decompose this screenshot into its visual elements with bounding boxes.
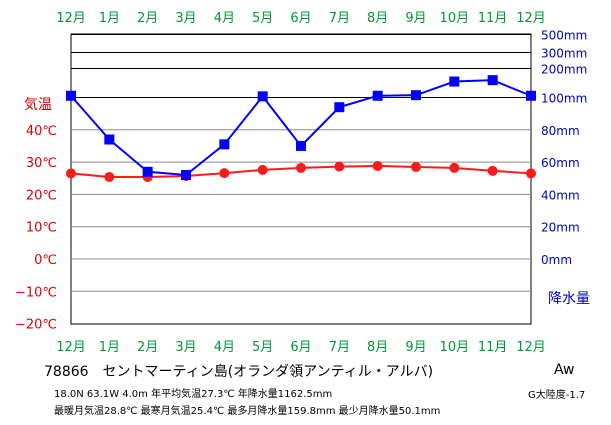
month-label-top: 2月 (137, 11, 158, 26)
temp-tick-label: −10℃ (15, 285, 57, 300)
precip-tick-label: 20mm (541, 221, 580, 235)
month-label-bottom: 4月 (214, 340, 235, 355)
precip-tick-label: 80mm (541, 124, 580, 138)
precip-point (66, 90, 76, 101)
precip-tick-label: 300mm (541, 47, 587, 61)
month-label-top: 7月 (329, 11, 350, 26)
precip-point (334, 102, 345, 113)
month-label-top: 4月 (214, 11, 235, 26)
month-label-bottom: 1月 (99, 340, 120, 355)
precip-point (411, 90, 421, 101)
month-label-bottom: 5月 (252, 340, 273, 355)
month-label-bottom: 11月 (478, 340, 508, 355)
temp-point (66, 168, 76, 179)
month-label-top: 9月 (405, 11, 426, 26)
grid (70, 33, 532, 325)
temp-point (411, 161, 421, 172)
precip-point (257, 91, 268, 102)
precip-point (526, 90, 536, 101)
precip-tick-label: 0mm (541, 253, 572, 267)
precip-tick-label: 500mm (541, 29, 587, 43)
precip-tick-label: 60mm (541, 156, 580, 170)
month-label-top: 1月 (99, 11, 120, 26)
precip-tick-label: 40mm (541, 188, 580, 202)
temp-tick-label: −20℃ (15, 318, 57, 333)
temp-tick-label: 10℃ (26, 221, 57, 236)
precip-point (142, 166, 153, 177)
month-label-bottom: 2月 (137, 340, 158, 355)
month-label-bottom: 10月 (440, 340, 470, 355)
month-label-top: 12月 (516, 11, 546, 26)
precip-point (449, 76, 460, 87)
precip-axis-title: 降水量 (548, 291, 590, 307)
month-label-bottom: 12月 (56, 340, 86, 355)
temp-tick-label: 0℃ (34, 253, 57, 268)
temp-point (449, 162, 460, 173)
month-label-bottom: 6月 (290, 340, 311, 355)
temp-point (372, 160, 383, 171)
temp-tick-label: 30℃ (26, 156, 57, 171)
month-label-top: 10月 (440, 11, 470, 26)
temp-point (219, 168, 230, 179)
precip-tick-label: 100mm (541, 92, 587, 106)
temp-tick-label: 20℃ (26, 188, 57, 203)
temp-point (334, 161, 345, 172)
precip-point (181, 170, 191, 181)
precip-point (104, 134, 115, 145)
precip-point (296, 140, 306, 151)
month-label-top: 11月 (478, 11, 508, 26)
month-label-bottom: 7月 (329, 340, 350, 355)
plot-marks (66, 75, 536, 182)
axis-labels: 12月 12月 1月 1月 2月 2月 3月 3月 4月 4月 5月 5月 6月 6月 7月 7月 8月 8月 9月… (15, 11, 590, 355)
temp-point (487, 165, 498, 176)
temp-point (257, 164, 268, 175)
month-label-top: 6月 (290, 11, 311, 26)
temp-point (526, 168, 536, 179)
precip-point (219, 139, 230, 150)
temp-point (104, 171, 115, 182)
month-label-bottom: 8月 (367, 340, 388, 355)
temp-point (296, 162, 306, 173)
month-label-bottom: 12月 (516, 340, 546, 355)
month-label-top: 3月 (175, 11, 196, 26)
month-label-top: 8月 (367, 11, 388, 26)
month-label-top: 5月 (252, 11, 273, 26)
month-label-top: 12月 (56, 11, 86, 26)
temp-axis-title: 気温 (24, 97, 52, 113)
plot-frame (70, 33, 532, 325)
month-label-bottom: 3月 (175, 340, 196, 355)
precip-point (487, 75, 498, 86)
precip-point (372, 90, 383, 101)
precip-tick-label: 200mm (541, 63, 587, 77)
temp-tick-label: 40℃ (26, 124, 57, 139)
precip-line (70, 79, 532, 177)
month-label-bottom: 9月 (405, 340, 426, 355)
